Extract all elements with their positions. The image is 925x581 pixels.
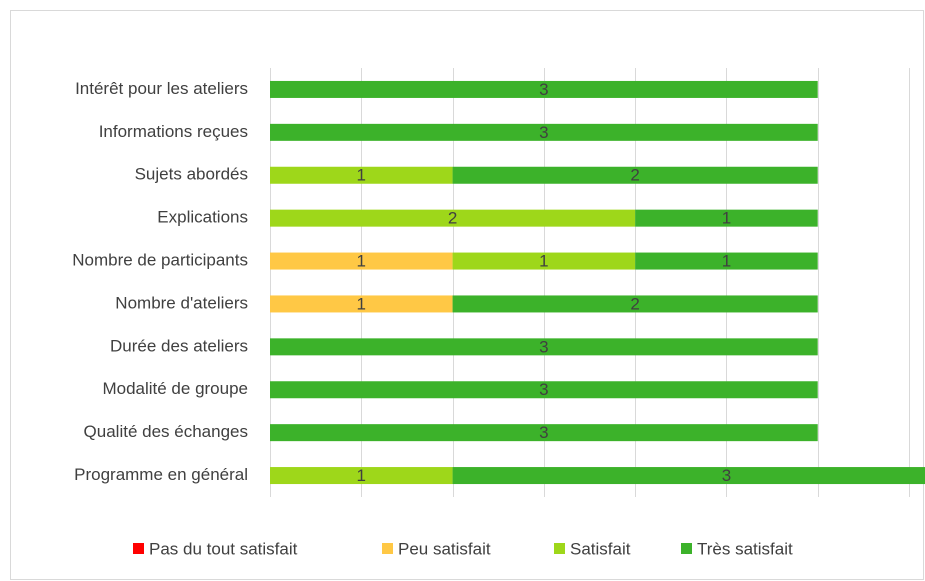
y-tick-label: Modalité de groupe [102,379,248,398]
bar-segment [452,252,636,270]
bar-segment [270,338,818,356]
data-label: 2 [630,166,639,185]
data-label: 1 [722,209,731,228]
y-tick-label: Intérêt pour les ateliers [75,79,248,98]
bar-segment [270,467,453,485]
data-label: 3 [722,466,731,485]
legend-swatch [382,543,393,554]
data-label: 2 [630,294,639,313]
y-tick-label: Nombre d'ateliers [115,293,248,312]
bar-segment [452,467,925,485]
data-label: 3 [539,80,548,99]
bar-segment [270,295,453,313]
data-label: 1 [539,252,548,271]
bar-segment [270,209,636,227]
data-label: 1 [357,466,366,485]
bar-segment [270,252,453,270]
data-label: 3 [539,123,548,142]
bar-segment [452,295,818,313]
data-label: 3 [539,380,548,399]
legend-label: Très satisfait [697,539,793,558]
y-tick-label: Informations reçues [99,122,248,141]
data-label: 3 [539,423,548,442]
legend-swatch [681,543,692,554]
data-label: 3 [539,337,548,356]
legend-swatch [554,543,565,554]
y-tick-label: Qualité des échanges [84,422,248,441]
data-label: 1 [357,294,366,313]
y-tick-label: Nombre de participants [72,251,248,270]
legend-swatch [133,543,144,554]
bar-segment [270,424,818,442]
bar-segment [635,209,818,227]
bar-segment [270,381,818,399]
data-label: 1 [357,166,366,185]
data-label: 2 [448,209,457,228]
legend-label: Satisfait [570,539,631,558]
chart-border [10,10,924,580]
bar-segment [270,166,453,184]
legend-label: Peu satisfait [398,539,491,558]
data-label: 1 [357,252,366,271]
bar-segment [270,80,818,98]
legend-label: Pas du tout satisfait [149,539,298,558]
y-tick-label: Explications [157,208,248,227]
y-tick-label: Programme en général [74,465,248,484]
y-tick-label: Sujets abordés [135,165,248,184]
data-label: 1 [722,252,731,271]
bar-segment [270,123,818,141]
y-tick-label: Durée des ateliers [110,336,248,355]
bar-segment [452,166,818,184]
bar-segment [635,252,818,270]
